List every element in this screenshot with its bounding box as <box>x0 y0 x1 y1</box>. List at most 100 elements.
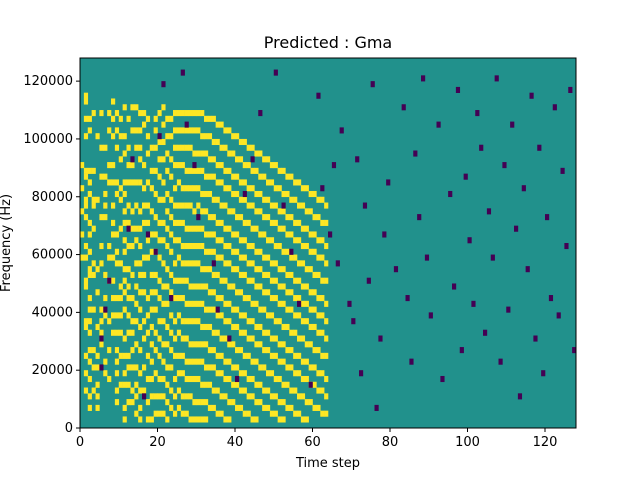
heatmap-cell-low <box>281 202 286 209</box>
heatmap-cell-high <box>83 196 89 203</box>
heatmap-cell-high <box>196 318 201 325</box>
heatmap-cell-high <box>227 127 232 134</box>
heatmap-cell-high <box>207 231 213 238</box>
heatmap-cell-high <box>122 370 127 377</box>
heatmap-cell-high <box>87 190 92 198</box>
heatmap-cell-high <box>91 306 96 313</box>
heatmap-cell-high <box>289 271 294 278</box>
heatmap-cell-high <box>153 190 158 198</box>
heatmap-cell-high <box>149 416 154 423</box>
heatmap-cell-high <box>304 416 309 423</box>
heatmap-cell-high <box>246 393 251 400</box>
heatmap-cell-high <box>297 312 302 319</box>
x-tick-label: 120 <box>533 435 558 450</box>
heatmap-cell-high <box>103 190 108 198</box>
heatmap-cell-high <box>204 399 209 406</box>
heatmap-cell-high <box>99 341 104 348</box>
heatmap-cell-high <box>196 416 201 423</box>
heatmap-cell-high <box>161 219 166 226</box>
heatmap-cell-low <box>413 150 418 157</box>
heatmap-cell-high <box>161 179 166 186</box>
heatmap-cell-low <box>328 231 333 238</box>
heatmap-cell-high <box>157 138 162 146</box>
heatmap-cell-high <box>138 271 143 278</box>
heatmap-cell-high <box>215 162 220 169</box>
heatmap-cell-high <box>219 312 224 319</box>
heatmap-cell-high <box>207 190 213 198</box>
heatmap-cell-high <box>173 144 178 151</box>
heatmap-cell-high <box>161 121 166 128</box>
heatmap-cell-high <box>308 266 313 273</box>
heatmap-cell-high <box>246 277 251 284</box>
x-tick-label: 60 <box>304 435 321 450</box>
heatmap-cell-low <box>517 393 523 400</box>
heatmap-cell-high <box>235 266 240 273</box>
heatmap-cell-low <box>529 92 534 99</box>
heatmap-cell-low <box>393 266 399 273</box>
heatmap-cell-high <box>231 381 236 388</box>
heatmap-cell-high <box>157 352 162 359</box>
heatmap-cell-high <box>161 104 166 111</box>
heatmap-cell-low <box>161 81 166 88</box>
heatmap-cell-high <box>142 202 147 209</box>
heatmap-cell-high <box>258 364 263 371</box>
heatmap-cell-high <box>184 358 189 365</box>
heatmap-cell-high <box>246 375 251 383</box>
heatmap-cell-high <box>215 179 220 186</box>
heatmap-cell-high <box>200 110 205 117</box>
heatmap-cell-high <box>238 179 244 186</box>
heatmap-cell-high <box>142 162 147 169</box>
heatmap-cell-high <box>138 208 143 215</box>
heatmap-cell-high <box>324 410 329 417</box>
heatmap-cell-high <box>231 150 236 157</box>
heatmap-cell-high <box>262 347 267 354</box>
heatmap-cell-high <box>80 231 85 238</box>
heatmap-cell-high <box>223 243 228 250</box>
heatmap-cell-low <box>107 277 112 284</box>
heatmap-cell-high <box>87 393 92 400</box>
heatmap-cell-high <box>231 190 236 198</box>
heatmap-cell-low <box>235 375 240 383</box>
heatmap-cell-low <box>258 110 263 117</box>
heatmap-cell-high <box>285 271 290 278</box>
heatmap-cell-high <box>180 295 185 302</box>
heatmap-cell-high <box>238 387 244 394</box>
heatmap-cell-high <box>142 335 147 342</box>
heatmap-cell-high <box>231 231 236 238</box>
heatmap-cell-high <box>99 173 104 180</box>
heatmap-cell-high <box>293 254 298 261</box>
heatmap-cell-high <box>289 329 294 336</box>
heatmap-cell-high <box>165 364 170 371</box>
heatmap-cell-high <box>297 295 302 302</box>
heatmap-cell-high <box>200 323 205 331</box>
heatmap-cell-low <box>463 173 468 180</box>
heatmap-cell-high <box>211 196 216 203</box>
heatmap-cell-high <box>138 347 143 354</box>
heatmap-cell-high <box>231 133 236 140</box>
heatmap-cell-high <box>289 254 294 261</box>
heatmap-cell-high <box>87 248 92 255</box>
heatmap-cell-high <box>153 289 158 296</box>
heatmap-cell-high <box>95 393 100 400</box>
heatmap-cell-high <box>238 347 244 354</box>
heatmap-cell-high <box>196 225 201 232</box>
heatmap-cell-high <box>223 416 228 423</box>
heatmap-cell-high <box>173 219 178 226</box>
heatmap-cell-high <box>153 306 158 313</box>
heatmap-cell-high <box>80 185 85 192</box>
heatmap-cell-high <box>145 312 151 319</box>
heatmap-cell-high <box>153 127 158 134</box>
heatmap-cell-high <box>196 358 201 365</box>
heatmap-cell-high <box>289 196 294 203</box>
heatmap-cell-high <box>138 370 143 377</box>
heatmap-cell-low <box>552 104 557 111</box>
heatmap-cell-high <box>273 185 278 192</box>
heatmap-cell-high <box>227 416 232 423</box>
heatmap-cell-high <box>204 266 209 273</box>
heatmap-cell-low <box>192 162 197 169</box>
heatmap-cell-high <box>173 393 178 400</box>
heatmap-cell-high <box>95 196 100 203</box>
heatmap-cell-high <box>149 271 154 278</box>
heatmap-cell-high <box>269 162 275 169</box>
heatmap-cell-high <box>111 295 116 302</box>
